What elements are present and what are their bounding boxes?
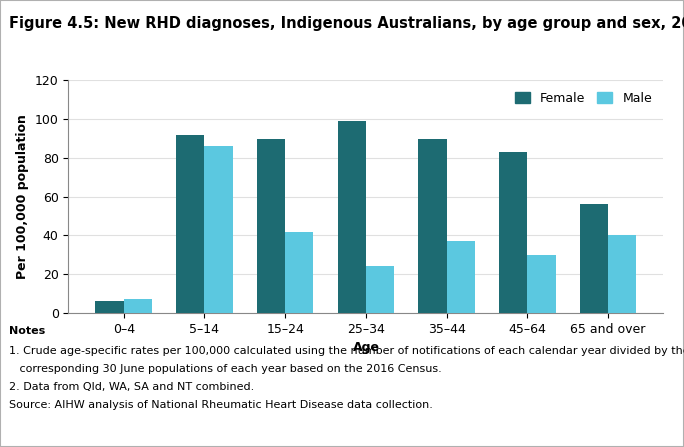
Bar <box>447 241 475 313</box>
Bar <box>527 255 555 313</box>
Y-axis label: Per 100,000 population: Per 100,000 population <box>16 114 29 279</box>
Bar <box>580 204 608 313</box>
Bar <box>419 139 447 313</box>
Bar <box>608 236 636 313</box>
Text: corresponding 30 June populations of each year based on the 2016 Census.: corresponding 30 June populations of eac… <box>9 364 442 374</box>
Text: Figure 4.5: New RHD diagnoses, Indigenous Australians, by age group and sex, 201: Figure 4.5: New RHD diagnoses, Indigenou… <box>9 16 684 31</box>
Text: Source: AIHW analysis of National Rheumatic Heart Disease data collection.: Source: AIHW analysis of National Rheuma… <box>9 400 433 410</box>
Bar <box>176 135 205 313</box>
X-axis label: Age: Age <box>352 341 380 354</box>
Text: 1. Crude age-specific rates per 100,000 calculated using the number of notificat: 1. Crude age-specific rates per 100,000 … <box>9 346 684 356</box>
Bar <box>499 152 527 313</box>
Bar <box>285 232 313 313</box>
Bar <box>338 121 366 313</box>
Bar <box>366 266 394 313</box>
Text: 2. Data from Qld, WA, SA and NT combined.: 2. Data from Qld, WA, SA and NT combined… <box>9 382 254 392</box>
Bar <box>124 299 152 313</box>
Bar <box>205 146 233 313</box>
Text: Notes: Notes <box>9 326 45 336</box>
Bar <box>96 301 124 313</box>
Bar <box>257 139 285 313</box>
Legend: Female, Male: Female, Male <box>510 87 657 110</box>
